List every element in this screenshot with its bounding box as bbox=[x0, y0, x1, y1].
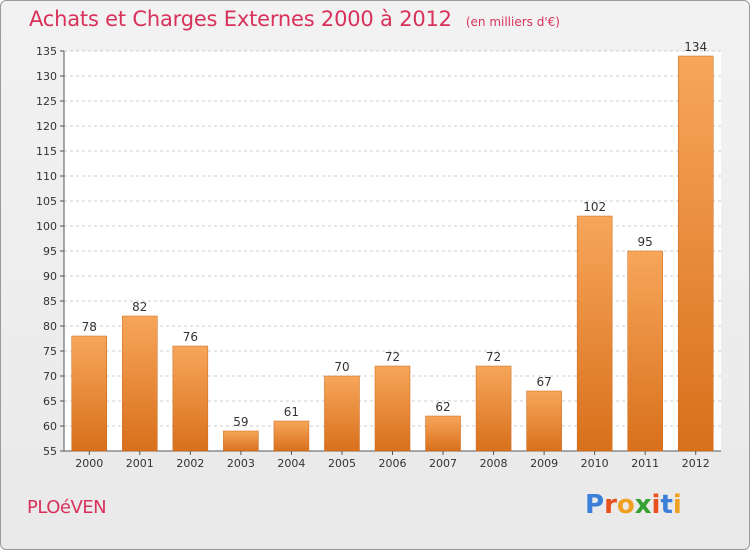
data-label: 102 bbox=[583, 200, 606, 214]
title-block: Achats et Charges Externes 2000 à 2012 (… bbox=[29, 7, 560, 31]
data-label: 95 bbox=[638, 235, 653, 249]
y-tick-label: 65 bbox=[43, 395, 57, 408]
logo-letter: o bbox=[616, 490, 635, 520]
data-label: 72 bbox=[486, 350, 501, 364]
y-tick-label: 135 bbox=[36, 45, 57, 58]
y-tick-label: 95 bbox=[43, 245, 57, 258]
logo-letter: t bbox=[660, 490, 673, 520]
y-tick-label: 75 bbox=[43, 345, 57, 358]
data-label: 82 bbox=[132, 300, 147, 314]
y-tick-label: 130 bbox=[36, 70, 57, 83]
bar bbox=[324, 375, 360, 452]
data-label: 61 bbox=[284, 405, 299, 419]
data-label: 78 bbox=[82, 320, 97, 334]
y-tick-label: 55 bbox=[43, 445, 57, 458]
data-label: 70 bbox=[334, 360, 349, 374]
bar bbox=[172, 345, 209, 452]
y-tick-label: 70 bbox=[43, 370, 57, 383]
data-label: 134 bbox=[684, 40, 707, 54]
bar bbox=[122, 315, 158, 452]
logo-letter: i bbox=[651, 490, 661, 520]
x-tick-label: 2009 bbox=[530, 457, 558, 470]
x-tick-label: 2000 bbox=[75, 457, 103, 470]
x-tick-label: 2003 bbox=[227, 457, 255, 470]
data-label: 76 bbox=[183, 330, 198, 344]
data-label: 67 bbox=[536, 375, 551, 389]
y-tick-label: 110 bbox=[36, 170, 57, 183]
bar bbox=[576, 215, 613, 452]
logo-letter: i bbox=[672, 490, 682, 520]
chart-title: Achats et Charges Externes 2000 à 2012 bbox=[29, 7, 452, 31]
bar bbox=[425, 415, 461, 452]
x-tick-label: 2007 bbox=[429, 457, 457, 470]
data-label: 72 bbox=[385, 350, 400, 364]
logo-letter: x bbox=[634, 490, 652, 520]
x-tick-label: 2008 bbox=[480, 457, 508, 470]
y-tick-label: 60 bbox=[43, 420, 57, 433]
y-tick-label: 90 bbox=[43, 270, 57, 283]
proxiti-logo: Proxiti bbox=[585, 490, 682, 520]
chart-subtitle: (en milliers d'€) bbox=[465, 15, 560, 29]
bar bbox=[526, 390, 562, 452]
bar bbox=[475, 365, 512, 452]
bar bbox=[374, 365, 411, 452]
bar bbox=[677, 55, 714, 452]
bar bbox=[223, 430, 259, 452]
logo-letter: r bbox=[604, 490, 617, 520]
data-label: 59 bbox=[233, 415, 248, 429]
data-label: 62 bbox=[435, 400, 450, 414]
y-tick-label: 115 bbox=[36, 145, 57, 158]
x-tick-label: 2002 bbox=[176, 457, 204, 470]
y-tick-label: 100 bbox=[36, 220, 57, 233]
bar bbox=[627, 250, 663, 452]
x-tick-label: 2004 bbox=[277, 457, 305, 470]
y-tick-label: 120 bbox=[36, 120, 57, 133]
bar bbox=[273, 420, 310, 452]
y-tick-label: 105 bbox=[36, 195, 57, 208]
x-tick-label: 2005 bbox=[328, 457, 356, 470]
y-tick-label: 125 bbox=[36, 95, 57, 108]
x-tick-label: 2010 bbox=[581, 457, 609, 470]
logo-letter: P bbox=[585, 490, 605, 520]
y-tick-label: 85 bbox=[43, 295, 57, 308]
x-tick-label: 2011 bbox=[631, 457, 659, 470]
x-tick-label: 2012 bbox=[682, 457, 710, 470]
place-name: PLOéVEN bbox=[27, 497, 107, 518]
x-tick-label: 2001 bbox=[126, 457, 154, 470]
bar bbox=[71, 335, 108, 452]
x-tick-label: 2006 bbox=[379, 457, 407, 470]
y-tick-label: 80 bbox=[43, 320, 57, 333]
